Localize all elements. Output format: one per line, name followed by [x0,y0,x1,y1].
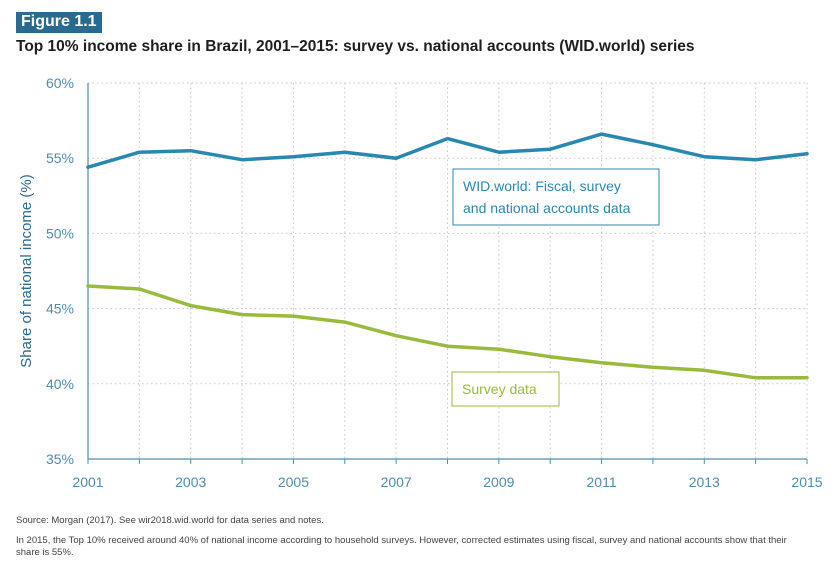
series-label-box [452,168,660,226]
series-line-2 [86,284,809,380]
source-note: Source: Morgan (2017). See wir2018.wid.w… [16,515,324,526]
y-tick-label: 60% [46,75,74,91]
series-label-text: and national accounts data [463,200,631,216]
x-tick-label: 2003 [175,474,206,490]
series-label-1: WID.world: Fiscal, survey and national ac… [452,168,660,226]
y-tick-label: 55% [46,150,74,166]
x-tick-label: 2015 [791,474,822,490]
series-label-2: Survey data [451,371,560,407]
x-tick-label: 2013 [689,474,720,490]
caption-note: In 2015, the Top 10% received around 40%… [16,535,787,558]
x-tick-label: 2005 [278,474,309,490]
x-tick-label: 2009 [483,474,514,490]
y-tick-label: 45% [46,301,74,317]
series [86,132,809,380]
figure-title: Top 10% income share in Brazil, 2001–201… [16,38,695,55]
series-line-1 [86,132,809,169]
series-label-text: Survey data [462,381,537,397]
grid [88,82,808,459]
y-tick-label: 50% [46,225,74,241]
x-tick-label: 2011 [587,474,617,490]
y-axis-label: Share of national income (%) [18,174,35,367]
x-tick-label: 2007 [381,474,412,490]
series-label-box [451,371,560,407]
annotations: WID.world: Fiscal, survey and national ac… [451,168,660,407]
y-tick-label: 40% [46,376,74,392]
y-tick-label: 35% [46,451,74,467]
line-chart: 35% 40% 45% 50% 55% 60% 2001 2003 2005 2007 2009 20… [18,75,823,490]
figure-badge: Figure 1.1 [16,12,102,33]
x-tick-label: 2001 [72,474,103,490]
series-label-text: WID.world: Fiscal, survey [463,178,621,194]
axes: 35% 40% 45% 50% 55% 60% 2001 2003 2005 2007 2009 20… [18,75,823,490]
